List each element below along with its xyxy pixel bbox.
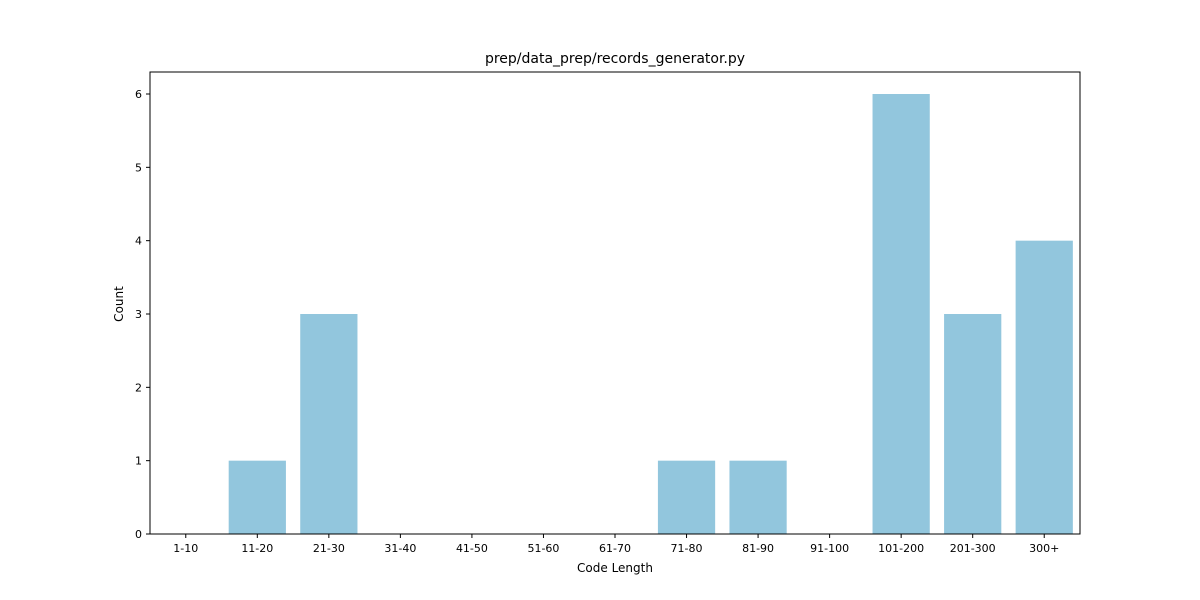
y-tick-label: 1: [135, 455, 142, 468]
x-tick-label: 11-20: [241, 542, 273, 555]
y-tick-label: 0: [135, 528, 142, 541]
x-tick-label: 41-50: [456, 542, 488, 555]
bar-81-90: [729, 460, 787, 534]
x-tick-label: 71-80: [671, 542, 703, 555]
y-tick-label: 2: [135, 381, 142, 394]
x-tick-label: 201-300: [950, 542, 996, 555]
y-tick-label: 3: [135, 308, 142, 321]
plot-area: 1-10 11-20 21-30 31-40 41-50 51-60 61-70 71-80 8…: [135, 71, 1081, 555]
y-tick-label: 5: [135, 161, 142, 174]
y-axis-label: Count: [112, 286, 126, 322]
y-tick-label: 4: [135, 235, 142, 248]
bar-201-300: [944, 314, 1002, 534]
y-tick-label: 6: [135, 88, 142, 101]
bar-71-80: [657, 460, 716, 534]
x-tick-label: 31-40: [384, 542, 416, 555]
bar-11-20: [228, 460, 286, 534]
bar-21-30: [300, 314, 358, 534]
x-tick-label: 1-10: [173, 542, 198, 555]
x-axis-label: Code Length: [577, 561, 653, 575]
x-tick-label: 81-90: [742, 542, 774, 555]
chart-title: prep/data_prep/records_generator.py: [485, 51, 745, 67]
plot-frame: [149, 71, 1081, 535]
x-tick-label: 101-200: [878, 542, 924, 555]
x-tick-label: 61-70: [599, 542, 631, 555]
bar-300+: [1015, 240, 1073, 535]
x-tick-label: 51-60: [527, 542, 559, 555]
x-tick-label: 300+: [1029, 542, 1059, 555]
bar-101-200: [872, 94, 930, 534]
x-tick-label: 91-100: [810, 542, 849, 555]
x-tick-label: 21-30: [313, 542, 345, 555]
